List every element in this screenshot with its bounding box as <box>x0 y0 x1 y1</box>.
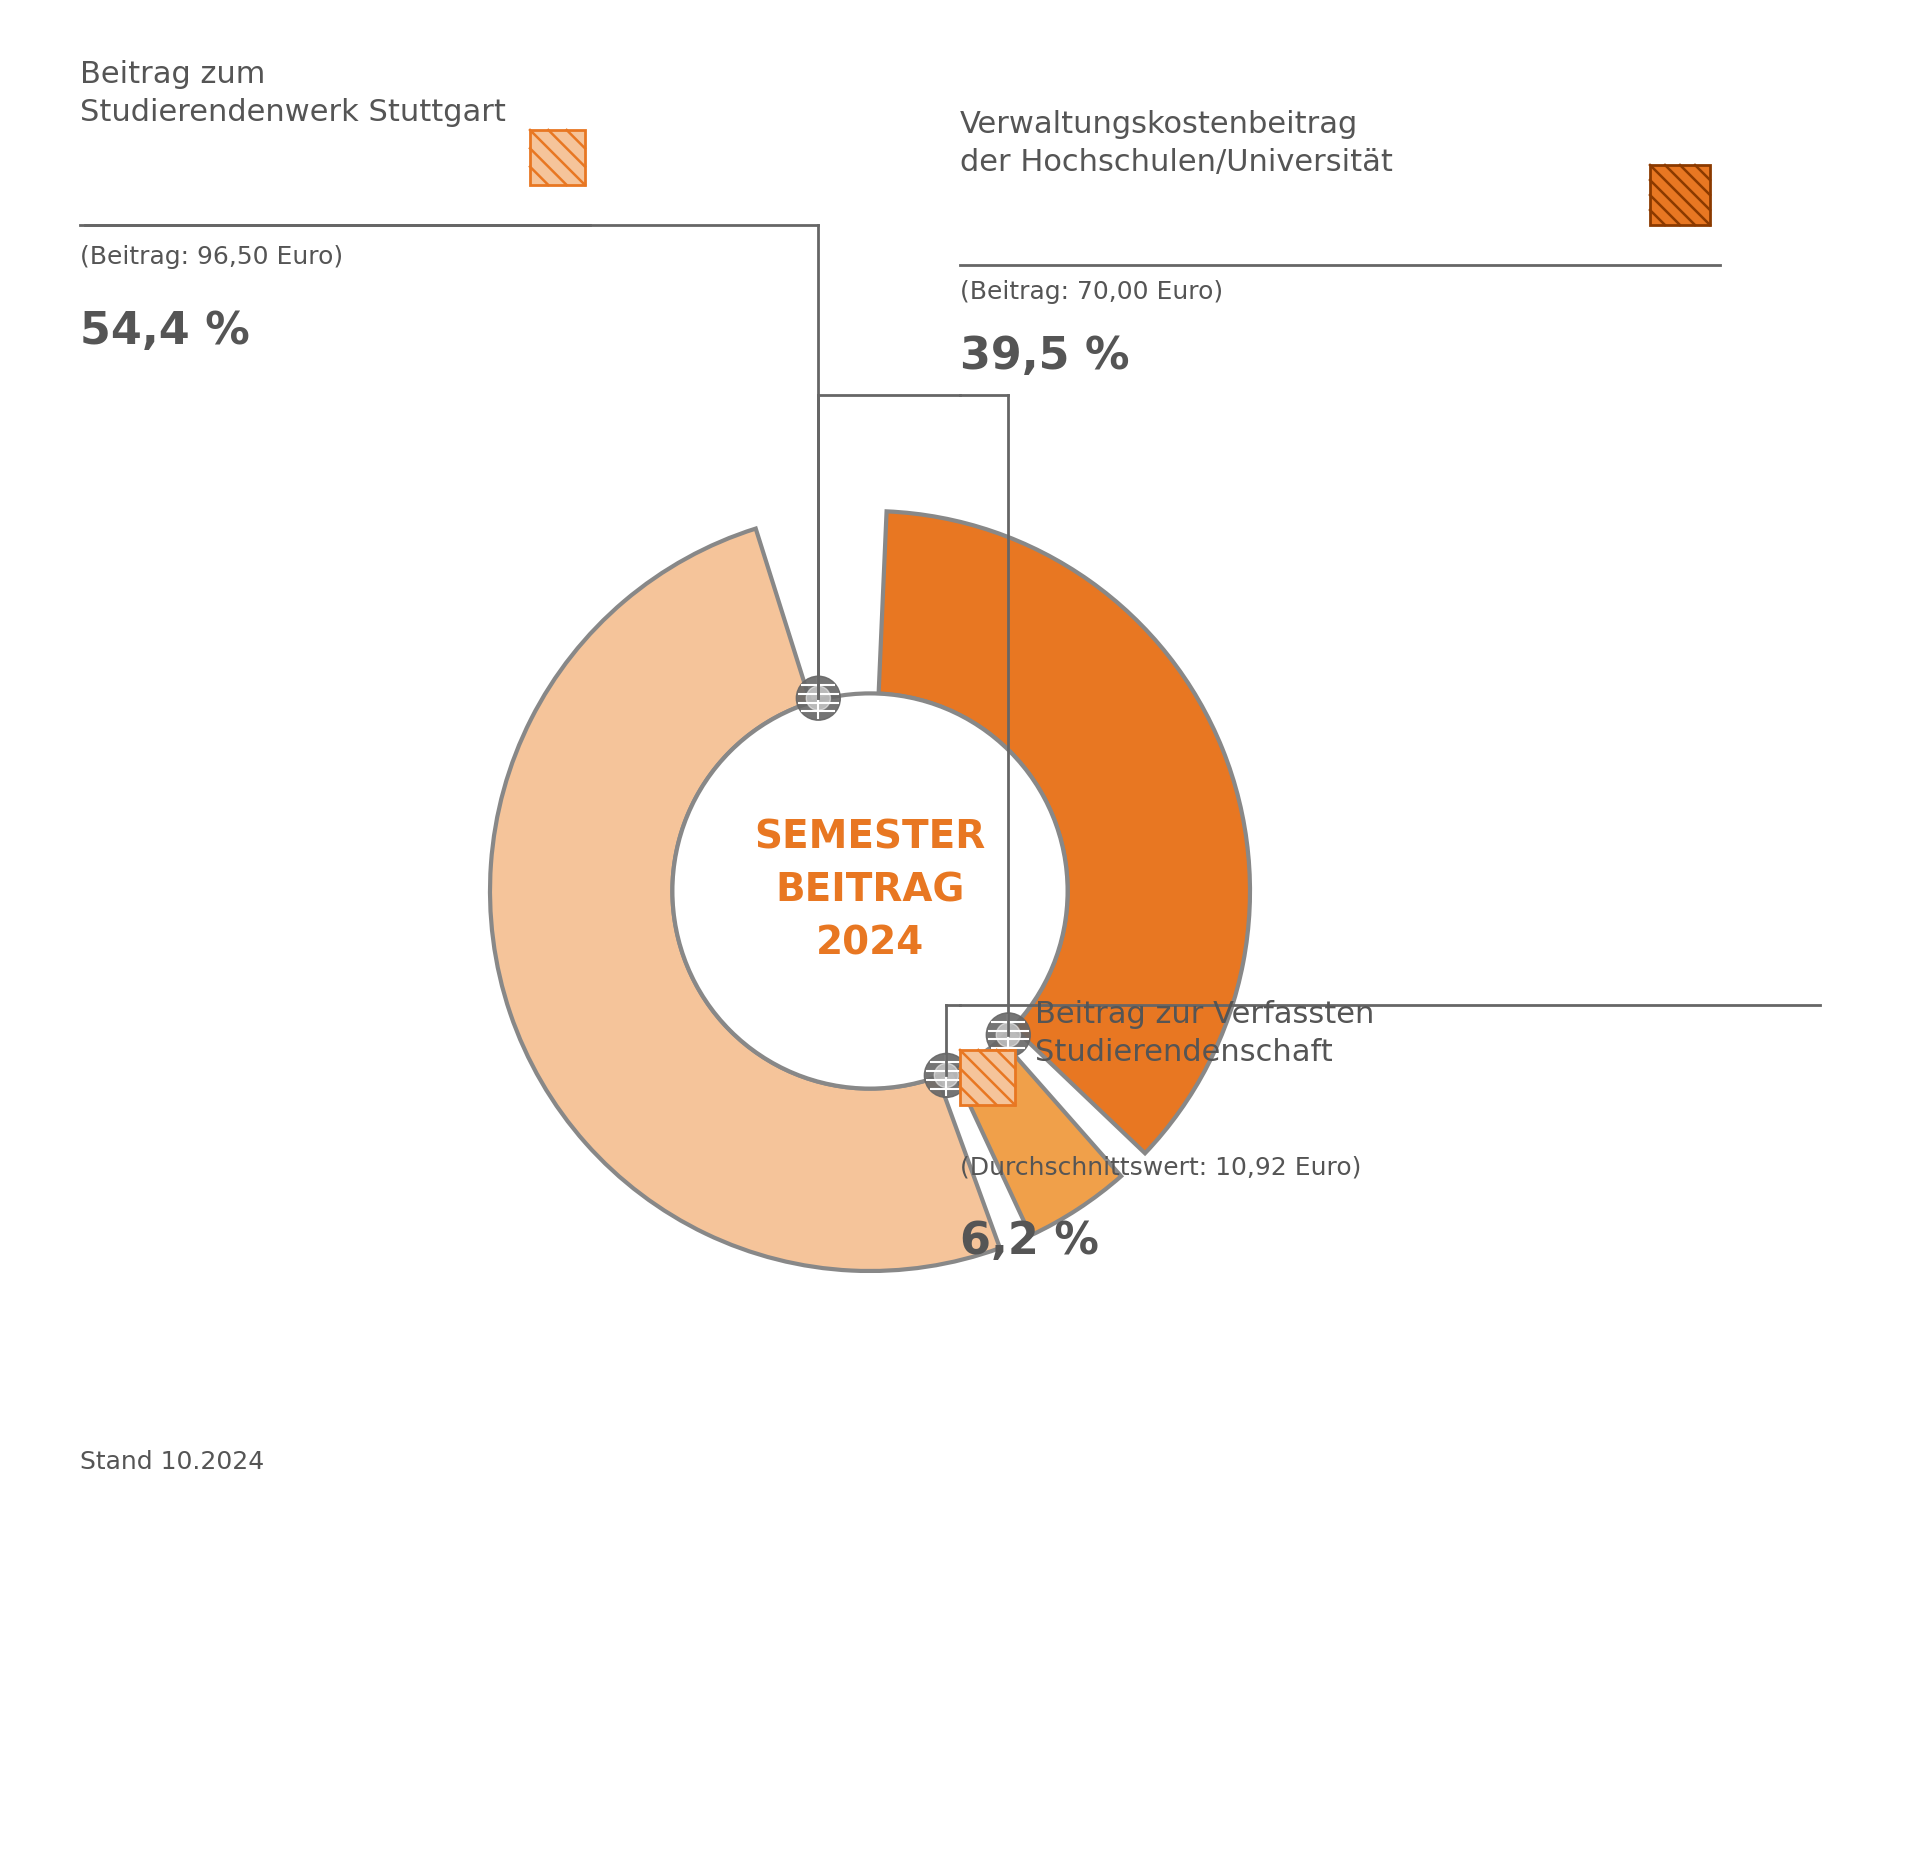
Text: (Beitrag: 70,00 Euro): (Beitrag: 70,00 Euro) <box>960 280 1223 304</box>
Text: 54,4 %: 54,4 % <box>81 309 250 354</box>
Text: 39,5 %: 39,5 % <box>960 335 1129 378</box>
Circle shape <box>924 1053 968 1098</box>
Circle shape <box>935 1062 958 1088</box>
Bar <box>960 1050 1016 1105</box>
Circle shape <box>806 687 831 711</box>
Bar <box>530 130 586 185</box>
Wedge shape <box>879 511 1250 1153</box>
Circle shape <box>996 1024 1020 1048</box>
Circle shape <box>797 676 841 720</box>
Text: (Beitrag: 96,50 Euro): (Beitrag: 96,50 Euro) <box>81 244 344 268</box>
Text: SEMESTER
BEITRAG
2024: SEMESTER BEITRAG 2024 <box>755 818 985 963</box>
Text: Verwaltungskostenbeitrag
der Hochschulen/Universität: Verwaltungskostenbeitrag der Hochschulen… <box>960 109 1392 178</box>
Circle shape <box>674 696 1066 1087</box>
Text: 6,2 %: 6,2 % <box>960 1220 1098 1262</box>
Circle shape <box>987 1012 1031 1057</box>
Bar <box>1649 165 1711 226</box>
Text: Stand 10.2024: Stand 10.2024 <box>81 1449 265 1473</box>
Text: Beitrag zur Verfassten
Studierendenschaft: Beitrag zur Verfassten Studierendenschaf… <box>1035 1000 1375 1068</box>
Text: Beitrag zum
Studierendenwerk Stuttgart: Beitrag zum Studierendenwerk Stuttgart <box>81 59 505 128</box>
Wedge shape <box>490 529 1000 1272</box>
Text: (Durchschnittswert: 10,92 Euro): (Durchschnittswert: 10,92 Euro) <box>960 1155 1361 1179</box>
Wedge shape <box>954 1038 1121 1235</box>
